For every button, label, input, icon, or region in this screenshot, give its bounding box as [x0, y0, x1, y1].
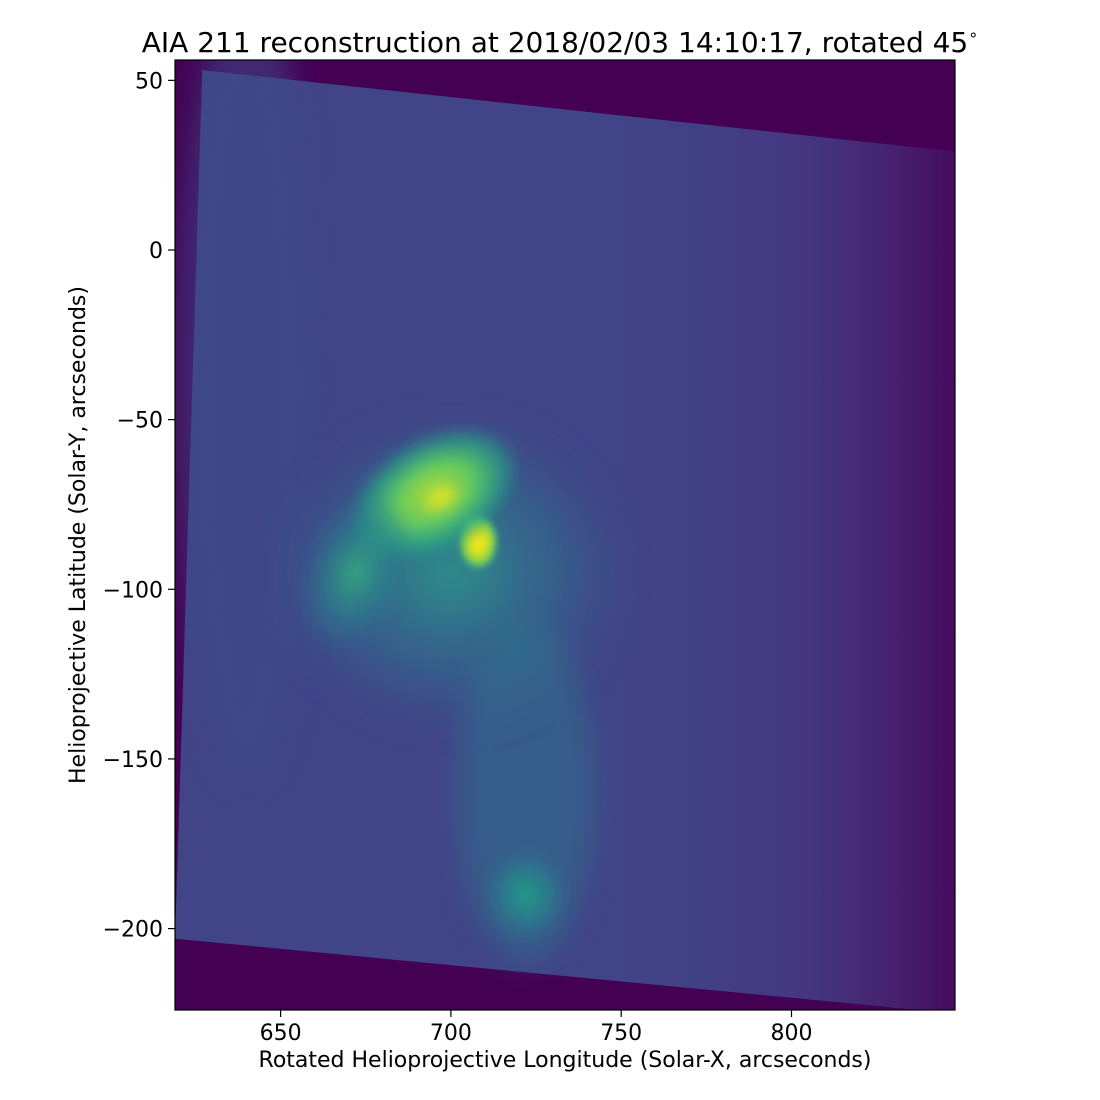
y-tick-label: −150 [103, 748, 163, 773]
y-axis-label: Helioprojective Latitude (Solar-Y, arcse… [66, 286, 91, 784]
x-axis-label: Rotated Helioprojective Longitude (Solar… [259, 1048, 872, 1073]
limb-darkening [175, 70, 955, 1010]
x-tick-label: 700 [430, 1021, 472, 1046]
y-tick-label: −100 [103, 578, 163, 603]
x-tick-label: 800 [771, 1021, 813, 1046]
plot-area [175, 60, 955, 1010]
axes-frame [174, 59, 956, 1011]
x-axis: 650 700 750 800 [260, 1010, 813, 1046]
y-tick-label: −200 [103, 918, 163, 943]
chart-title: AIA 211 reconstruction at 2018/02/03 14:… [142, 25, 979, 59]
rotated-image-field [175, 60, 955, 1010]
y-tick-label: −50 [117, 409, 163, 434]
y-axis: 50 0 −50 −100 −150 −200 [103, 69, 175, 943]
degree-symbol: ∘ [968, 25, 978, 44]
y-tick-label: 50 [135, 69, 163, 94]
y-tick-label: 0 [149, 239, 163, 264]
x-tick-label: 750 [600, 1021, 642, 1046]
x-tick-label: 650 [260, 1021, 302, 1046]
